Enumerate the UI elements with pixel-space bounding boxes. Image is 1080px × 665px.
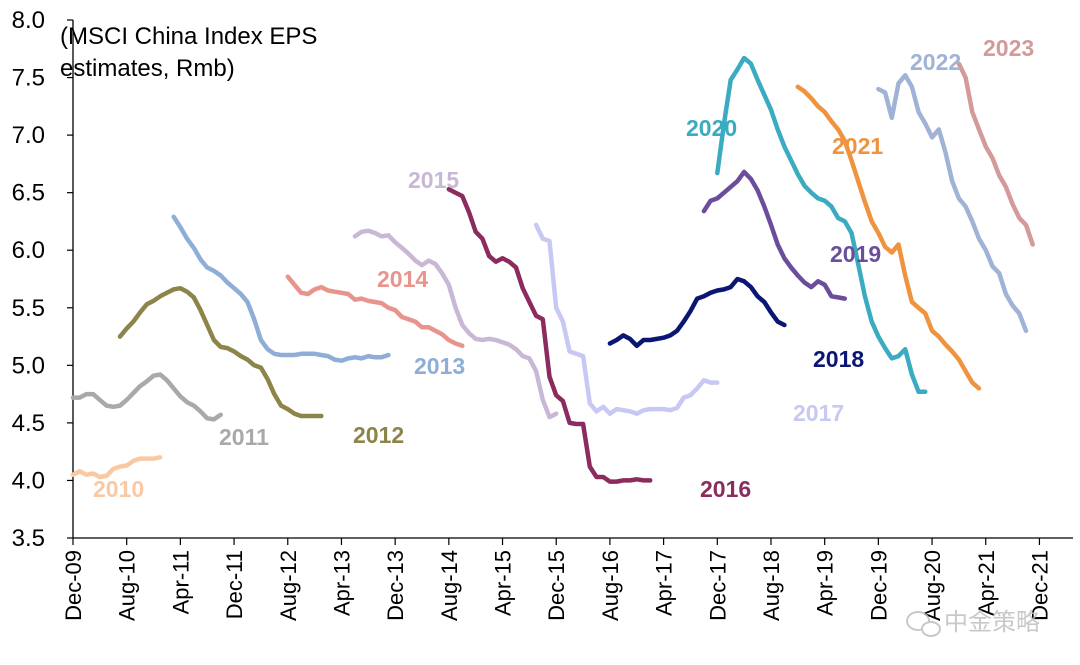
- series-label-2017: 2017: [793, 400, 844, 426]
- x-tick-label: Apr-21: [974, 550, 999, 616]
- x-tick-label: Apr-15: [491, 550, 516, 616]
- x-tick-label: Dec-09: [61, 550, 86, 621]
- series-line-2011: [70, 372, 223, 422]
- series-label-2022: 2022: [910, 49, 961, 75]
- series-label-2019: 2019: [830, 241, 881, 267]
- series-line-2015: [352, 228, 559, 420]
- series-line-2016: [446, 186, 653, 484]
- y-tick-label: 6.5: [12, 180, 45, 207]
- series-line-2014: [285, 274, 465, 349]
- y-tick-label: 5.0: [12, 352, 45, 379]
- x-tick-label: Apr-19: [813, 550, 838, 616]
- chart-title-line-1: (MSCI China Index EPS: [60, 23, 317, 50]
- y-tick-label: 4.5: [12, 410, 45, 437]
- y-tick-label: 3.5: [12, 525, 45, 552]
- series-label-2021: 2021: [832, 133, 883, 159]
- watermark: 中金策略: [906, 609, 1040, 637]
- x-tick-label: Apr-17: [652, 550, 677, 616]
- x-tick-label: Dec-19: [866, 550, 891, 621]
- x-tick-label: Apr-11: [168, 550, 193, 614]
- x-tick-label: Aug-10: [115, 550, 140, 621]
- series-label-2018: 2018: [813, 346, 864, 372]
- series-line-2021: [795, 84, 982, 391]
- series-line-2013: [171, 214, 391, 363]
- y-tick-label: 8.0: [12, 7, 45, 34]
- series-label-2015: 2015: [408, 167, 459, 193]
- axes: 3.5 4.0 4.5 5.0 5.5 6.0 6.5 7.0 7.5 8.0 Dec-09 Aug-…: [12, 7, 1073, 621]
- series-line-2023: [956, 61, 1035, 247]
- x-tick-label: Aug-14: [437, 550, 462, 621]
- series-label-2014: 2014: [377, 266, 428, 292]
- series-label-2023: 2023: [983, 35, 1034, 61]
- x-tick-label: Aug-12: [276, 550, 301, 621]
- x-tick-label: Dec-17: [705, 550, 730, 621]
- y-tick-label: 4.0: [12, 467, 45, 494]
- series-line-2017: [533, 222, 720, 416]
- x-tick-label: Aug-18: [759, 550, 784, 621]
- series-label-2016: 2016: [700, 476, 751, 502]
- y-tick-label: 7.0: [12, 122, 45, 149]
- x-tick-label: Dec-21: [1027, 550, 1052, 621]
- x-tick-label: Aug-16: [598, 550, 623, 621]
- series-line-2010: [70, 455, 163, 480]
- series-line-2012: [117, 285, 324, 419]
- watermark-text: 中金策略: [944, 609, 1040, 636]
- chart-title: (MSCI China Index EPS estimates, Rmb): [60, 23, 317, 82]
- series-label-2013: 2013: [414, 353, 465, 379]
- x-tick-label: Dec-15: [544, 550, 569, 621]
- series-label-2010: 2010: [93, 476, 144, 502]
- x-tick-label: Apr-13: [329, 550, 354, 616]
- series-label-2012: 2012: [353, 422, 404, 448]
- series-line-2018: [607, 276, 787, 349]
- chart-title-line-2: estimates, Rmb): [60, 55, 235, 82]
- series-line-2020: [715, 55, 928, 395]
- x-tick-label: Dec-13: [383, 550, 408, 621]
- series-line-2022: [876, 73, 1029, 334]
- series-label-2020: 2020: [686, 115, 737, 141]
- wechat-icon: [906, 611, 941, 637]
- x-tick-label: Dec-11: [222, 550, 247, 619]
- series-lines: [70, 55, 1035, 484]
- y-tick-label: 7.5: [12, 65, 45, 92]
- series-label-2011: 2011: [219, 424, 269, 450]
- x-tick-label: Aug-20: [920, 550, 945, 621]
- series-line-2019: [701, 169, 848, 301]
- series-labels: 2010 2011 2012 2013 2014 2015 2016 2017 2018 2019…: [93, 35, 1034, 502]
- y-tick-label: 6.0: [12, 237, 45, 264]
- y-tick-label: 5.5: [12, 295, 45, 322]
